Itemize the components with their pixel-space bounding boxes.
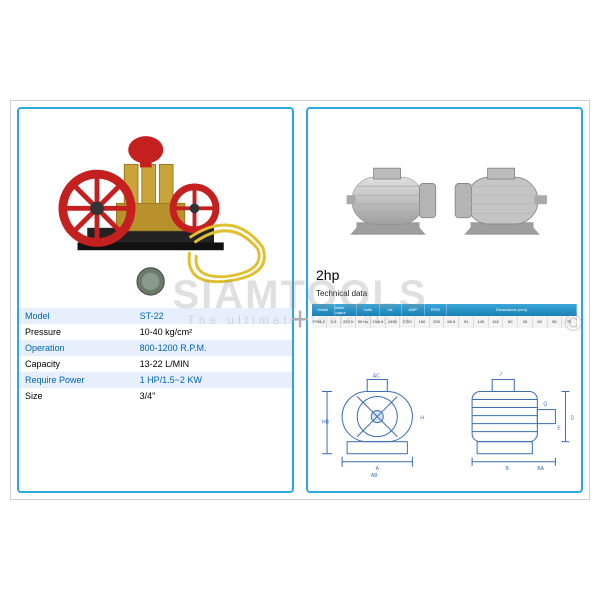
svg-text:E: E — [557, 425, 561, 431]
spec-label: Require Power — [19, 372, 134, 388]
table-row: Require Power 1 HP/1.5~2 KW — [19, 372, 292, 388]
svg-text:HB: HB — [322, 419, 330, 425]
spec-label: Size — [19, 388, 134, 404]
svg-text:D: D — [570, 415, 574, 421]
spec-table: Model ST-22 Pressure 10-40 kg/cm² Operat… — [19, 308, 292, 404]
front-dimension-diagram: A AC HB H AB — [312, 346, 443, 487]
spec-label: Model — [19, 308, 134, 324]
svg-text:AC: AC — [373, 373, 380, 379]
spec-label: Operation — [19, 340, 134, 356]
table-row: Model ST-22 — [19, 308, 292, 324]
spec-value: ST-22 — [134, 308, 292, 324]
spec-label: Pressure — [19, 324, 134, 340]
spec-value: 13-22 L/MIN — [134, 356, 292, 372]
pump-image-area — [19, 109, 292, 308]
hp-label: 2hp — [316, 267, 339, 283]
product-card: Model ST-22 Pressure 10-40 kg/cm² Operat… — [10, 100, 590, 500]
technical-data-table: Model Motor output Volts Hz AMP RPM Dime… — [312, 304, 577, 328]
right-panel: 2hp Technical data Model Motor output Vo… — [306, 107, 583, 493]
plus-separator: + — [290, 300, 310, 339]
table-row: FSM-2 2.0 220 V 50 Hz 13/6.6 1450 1700 1… — [312, 316, 577, 328]
side-dimension-diagram: J Q D B BA E — [447, 346, 578, 487]
spec-value: 10-40 kg/cm² — [134, 324, 292, 340]
table-row: Operation 800-1200 R.P.M. — [19, 340, 292, 356]
table-header-row: Model Motor output Volts Hz AMP RPM Dime… — [312, 304, 577, 316]
spec-label: Capacity — [19, 356, 134, 372]
svg-text:BA: BA — [537, 466, 544, 472]
technical-data-label: Technical data — [316, 289, 367, 298]
pump-illustration — [19, 109, 292, 308]
spec-value: 800-1200 R.P.M. — [134, 340, 292, 356]
left-panel: Model ST-22 Pressure 10-40 kg/cm² Operat… — [17, 107, 294, 493]
svg-text:Q: Q — [543, 401, 547, 407]
motor-back-illustration — [447, 152, 557, 242]
table-row: Pressure 10-40 kg/cm² — [19, 324, 292, 340]
svg-text:J: J — [499, 371, 502, 377]
svg-text:AB: AB — [371, 473, 378, 479]
spec-value: 3/4" — [134, 388, 292, 404]
table-row: Capacity 13-22 L/MIN — [19, 356, 292, 372]
svg-text:A: A — [376, 466, 380, 472]
spec-value: 1 HP/1.5~2 KW — [134, 372, 292, 388]
svg-text:H: H — [420, 415, 424, 421]
dimension-diagrams: A AC HB H AB — [312, 346, 577, 487]
motor-image-area: 2hp — [308, 109, 581, 285]
table-row: Size 3/4" — [19, 388, 292, 404]
motor-front-illustration — [333, 152, 443, 242]
svg-text:B: B — [505, 466, 509, 472]
